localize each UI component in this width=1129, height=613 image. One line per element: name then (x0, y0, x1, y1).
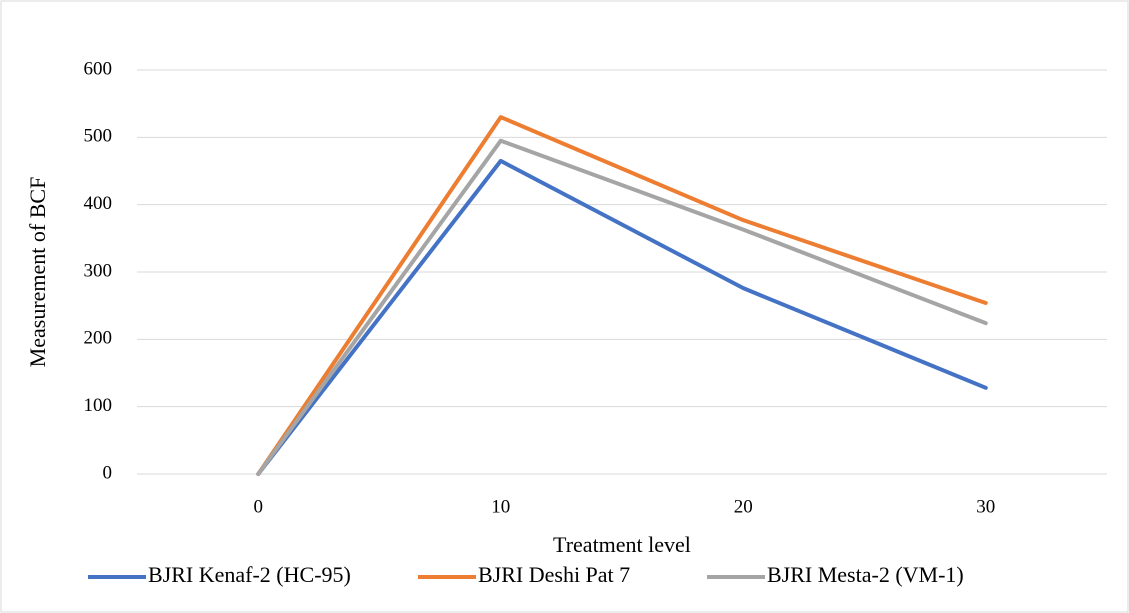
x-tick-label: 0 (254, 496, 264, 517)
legend-label: BJRI Kenaf-2 (HC-95) (148, 562, 351, 587)
y-tick-label: 200 (84, 328, 113, 349)
x-tick-label: 20 (734, 496, 753, 517)
x-axis-title: Treatment level (553, 532, 691, 557)
series-line (256, 115, 988, 476)
legend-label: BJRI Deshi Pat 7 (478, 562, 630, 587)
y-tick-label: 100 (84, 395, 113, 416)
series-line (256, 138, 988, 476)
x-tick-label: 10 (491, 496, 510, 517)
series-line (256, 158, 988, 476)
y-tick-label: 600 (84, 58, 113, 79)
y-tick-label: 400 (84, 193, 113, 214)
legend-label: BJRI Mesta-2 (VM-1) (767, 562, 964, 587)
y-tick-label: 0 (103, 462, 113, 483)
y-tick-label: 300 (84, 260, 113, 281)
y-tick-label: 500 (84, 126, 113, 147)
x-tick-label: 30 (976, 496, 995, 517)
y-axis-title: Measurement of BCF (25, 177, 50, 368)
